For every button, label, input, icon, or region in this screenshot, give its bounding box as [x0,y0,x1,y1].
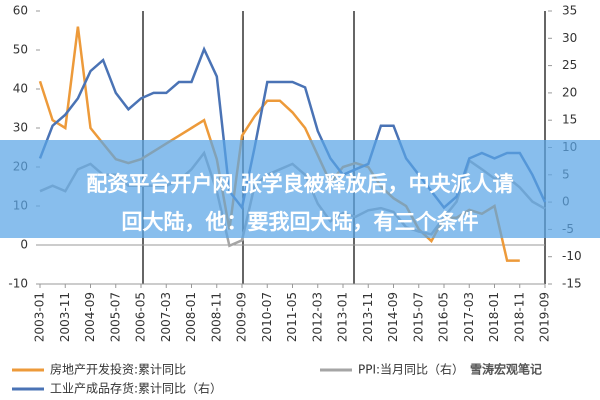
y2-tick-label: 30 [562,31,577,45]
legend-label: 工业产成品存货:累计同比（右） [50,381,222,396]
x-tick-label: 2012-03 [310,292,324,342]
x-tick-label: 2010-07 [260,292,274,342]
y-tick-label: 0 [20,238,28,252]
y-tick-label: -10 [8,277,28,291]
x-tick-label: 2014-09 [386,292,400,342]
x-tick-label: 2004-09 [83,292,97,342]
x-tick-label: 2003-01 [33,292,47,342]
watermark: 雪涛宏观笔记 [470,362,542,377]
overlay-text: 回大陆，他：要我回大陆，有三个条件 [121,210,479,234]
x-tick-label: 2009-09 [235,292,249,342]
x-tick-label: 2006-05 [134,292,148,342]
x-tick-label: 2016-05 [437,292,451,342]
x-tick-label: 2018-11 [512,292,526,342]
x-tick-label: 2005-07 [108,292,122,342]
x-tick-label: 2007-03 [159,292,173,342]
x-tick-label: 2013-01 [336,292,350,342]
x-tick-label: 2011-05 [285,292,299,342]
overlay-banner: 配资平台开户网 张学良被释放后，中央派人请 回大陆，他：要我回大陆，有三个条件 [0,140,600,238]
legend-label: 房地产开发投资:累计同比 [50,362,186,377]
y2-tick-label: 15 [562,113,577,127]
y2-tick-label: 20 [562,85,577,99]
x-tick-label: 2008-01 [184,292,198,342]
y2-tick-label: 25 [562,58,577,72]
x-tick-label: 2008-11 [209,292,223,342]
x-tick-label: 2003-11 [58,292,72,342]
y2-tick-label: -15 [562,277,582,291]
y2-tick-label: -10 [562,249,582,263]
y-tick-label: 40 [13,82,28,96]
y-tick-label: 50 [13,43,28,57]
x-tick-label: 2018-01 [487,292,501,342]
x-tick-label: 2019-09 [538,292,552,342]
legend-label: PPI:当月同比（右） [358,362,464,377]
x-tick-label: 2017-03 [462,292,476,342]
overlay-text: 配资平台开户网 张学良被释放后，中央派人请 [86,172,514,196]
y-tick-label: 30 [13,121,28,135]
y-tick-label: 60 [13,4,28,18]
x-tick-label: 2015-07 [411,292,425,342]
y2-tick-label: 35 [562,4,577,18]
x-tick-label: 2013-11 [361,292,375,342]
